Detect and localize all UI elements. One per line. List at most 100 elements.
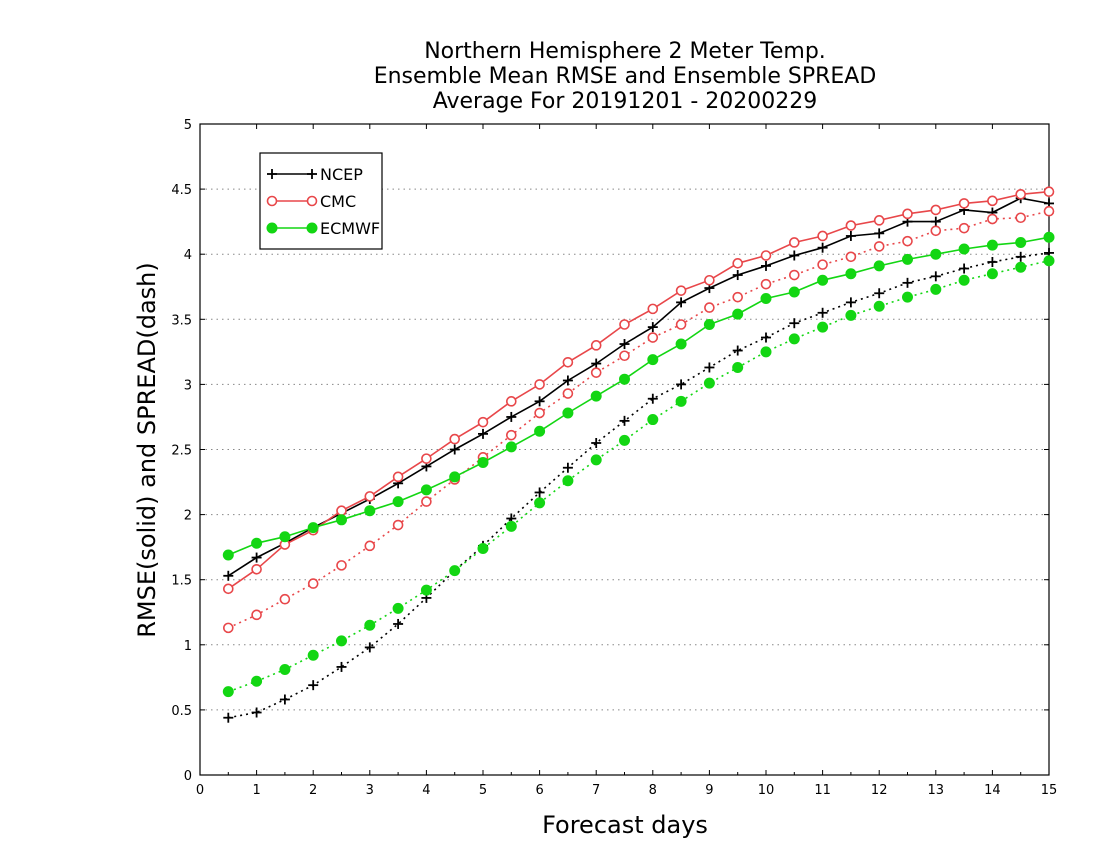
data-point	[675, 285, 687, 296]
data-point	[676, 297, 687, 308]
data-point	[534, 396, 545, 407]
data-point	[562, 375, 573, 386]
data-point	[251, 707, 262, 718]
data-point	[420, 584, 432, 596]
data-point	[222, 686, 234, 698]
data-point	[760, 278, 772, 290]
data-point	[393, 618, 404, 629]
data-point	[1043, 231, 1055, 243]
x-tick-label: 6	[535, 783, 543, 798]
data-point	[392, 496, 404, 508]
data-point	[987, 213, 998, 225]
data-point	[590, 390, 602, 402]
data-point	[902, 291, 913, 303]
data-point	[267, 169, 277, 179]
data-point	[986, 239, 998, 251]
data-point	[817, 274, 829, 286]
data-point	[562, 388, 574, 399]
data-point	[421, 496, 432, 507]
y-tick-label: 3.5	[171, 313, 192, 328]
data-point	[223, 583, 234, 595]
data-point	[251, 675, 263, 687]
data-point	[420, 484, 432, 496]
data-point	[817, 321, 829, 333]
data-point	[306, 195, 318, 207]
data-point	[732, 308, 744, 320]
data-point	[392, 602, 404, 614]
data-point	[958, 222, 970, 234]
data-point	[590, 340, 602, 351]
data-point	[647, 303, 659, 315]
data-point	[845, 309, 857, 321]
legend-label: ECMWF	[320, 219, 380, 238]
data-point	[817, 259, 828, 270]
data-point	[845, 251, 857, 263]
data-point	[534, 425, 546, 437]
x-tick-label: 5	[479, 783, 487, 798]
chart-title-line: Ensemble Mean RMSE and Ensemble SPREAD	[374, 64, 877, 89]
data-point	[703, 319, 715, 331]
data-point	[1015, 236, 1027, 248]
data-point	[930, 283, 942, 295]
data-point	[732, 345, 743, 356]
data-point	[1015, 261, 1027, 273]
data-point	[336, 505, 347, 516]
data-point	[817, 307, 828, 318]
data-point	[676, 379, 687, 390]
data-point	[845, 268, 857, 280]
data-point	[958, 274, 970, 286]
y-tick-label: 2	[184, 509, 192, 524]
series-ecmwf-spread	[222, 255, 1055, 698]
data-point	[761, 260, 771, 271]
data-point	[590, 367, 602, 378]
data-point	[987, 257, 998, 268]
data-point	[449, 433, 461, 445]
data-point	[392, 471, 404, 483]
data-point	[619, 373, 630, 385]
data-point	[704, 302, 715, 313]
data-point	[223, 622, 234, 634]
data-point	[336, 514, 347, 526]
data-point	[959, 263, 970, 274]
data-point	[873, 300, 885, 312]
data-point	[619, 415, 630, 426]
chart-title-line: Northern Hemisphere 2 Meter Temp.	[424, 39, 826, 64]
data-point	[675, 338, 687, 350]
chart-title: Northern Hemisphere 2 Meter Temp.Ensembl…	[374, 39, 877, 114]
data-point	[760, 292, 772, 304]
data-point	[279, 694, 290, 705]
x-axis: 0 1 2 3 4 5 6 7 8 9 10 11 12 13 14 15	[196, 124, 1057, 798]
chart-title-line: Average For 20191201 - 20200229	[433, 89, 818, 114]
data-point	[845, 230, 856, 241]
data-point	[364, 619, 376, 631]
data-point	[902, 208, 913, 220]
data-point	[591, 358, 602, 369]
data-point	[874, 228, 885, 239]
x-tick-label: 15	[1041, 783, 1058, 798]
data-point	[619, 350, 630, 362]
data-point	[619, 339, 630, 350]
x-tick-label: 4	[422, 783, 430, 798]
data-point	[336, 635, 347, 647]
data-point	[987, 195, 998, 207]
series-line-ncep-rmse	[227, 197, 1050, 577]
series-layer	[222, 186, 1055, 723]
series-cmc-spread	[223, 205, 1055, 634]
data-point	[562, 462, 573, 473]
series-line-ecmwf-rmse	[227, 236, 1050, 556]
data-point	[874, 288, 885, 299]
data-point	[902, 235, 913, 247]
data-point	[930, 216, 941, 227]
y-tick-label: 4.5	[171, 183, 192, 198]
data-point	[562, 475, 574, 487]
data-point	[534, 487, 545, 498]
y-axis-title: RMSE(solid) and SPREAD(dash)	[133, 262, 161, 638]
x-tick-label: 0	[196, 783, 204, 798]
data-point	[619, 434, 630, 446]
data-point	[251, 563, 262, 575]
series-cmc-rmse	[223, 186, 1055, 595]
data-point	[449, 471, 461, 483]
data-point	[279, 531, 291, 543]
data-point	[505, 429, 517, 441]
